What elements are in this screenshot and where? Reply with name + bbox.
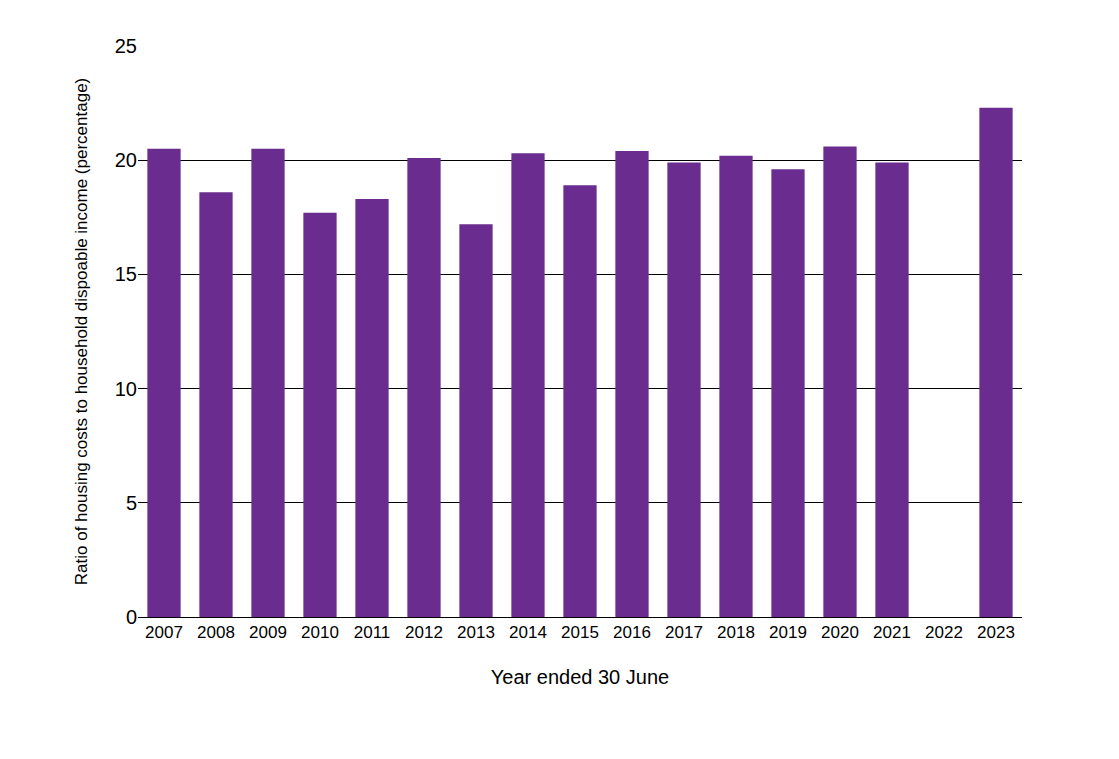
svg-text:20: 20 xyxy=(115,149,137,171)
svg-text:0: 0 xyxy=(126,606,137,628)
svg-text:5: 5 xyxy=(126,492,137,514)
svg-text:2014: 2014 xyxy=(509,623,547,642)
svg-text:2019: 2019 xyxy=(769,623,807,642)
svg-text:25: 25 xyxy=(115,35,137,57)
svg-text:2017: 2017 xyxy=(665,623,703,642)
svg-text:2007: 2007 xyxy=(145,623,183,642)
svg-text:2012: 2012 xyxy=(405,623,443,642)
svg-text:10: 10 xyxy=(115,378,137,400)
svg-text:2013: 2013 xyxy=(457,623,495,642)
svg-text:2015: 2015 xyxy=(561,623,599,642)
svg-text:15: 15 xyxy=(115,263,137,285)
svg-text:Year ended 30 June: Year ended 30 June xyxy=(491,666,669,688)
svg-text:2010: 2010 xyxy=(301,623,339,642)
svg-text:2016: 2016 xyxy=(613,623,651,642)
svg-text:2020: 2020 xyxy=(821,623,859,642)
svg-text:2023: 2023 xyxy=(977,623,1015,642)
svg-text:Ratio of housing costs to hous: Ratio of housing costs to household disp… xyxy=(72,78,91,586)
svg-text:2018: 2018 xyxy=(717,623,755,642)
svg-text:2021: 2021 xyxy=(873,623,911,642)
svg-text:2011: 2011 xyxy=(354,623,391,642)
svg-text:2008: 2008 xyxy=(197,623,235,642)
svg-text:2009: 2009 xyxy=(249,623,287,642)
svg-text:2022: 2022 xyxy=(925,623,963,642)
